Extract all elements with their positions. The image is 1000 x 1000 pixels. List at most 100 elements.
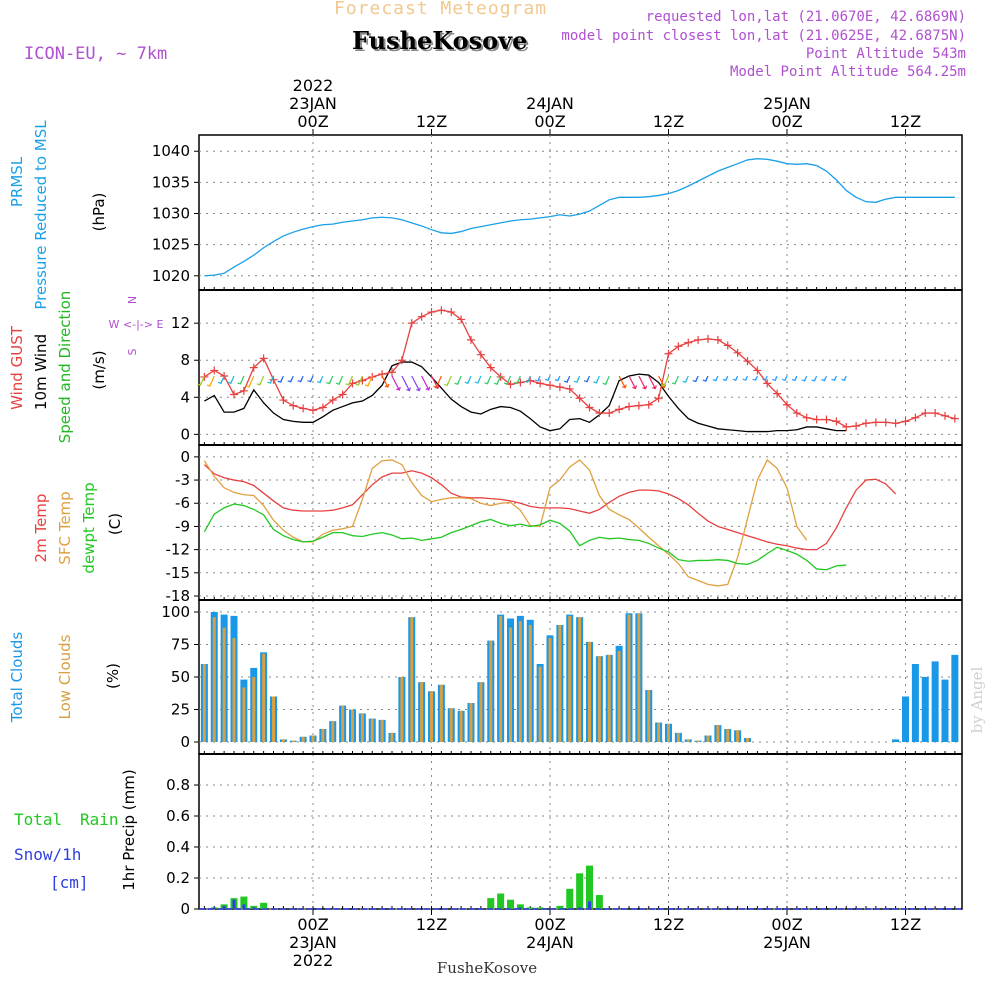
wind-gust-marker xyxy=(684,338,693,347)
wind-gust-marker xyxy=(565,384,574,393)
wind-direction-arrowhead xyxy=(554,377,560,382)
y-tick-label: 0.2 xyxy=(166,869,190,887)
low-cloud-bar xyxy=(578,617,582,742)
y-tick-label: 0.4 xyxy=(166,838,190,856)
low-cloud-bar xyxy=(212,617,216,742)
wind-gust-marker xyxy=(585,403,594,412)
wind-gust-marker xyxy=(901,417,910,426)
wind-gust-marker xyxy=(555,383,564,392)
wind-gust-marker xyxy=(881,418,890,427)
low-cloud-bar xyxy=(538,666,542,742)
wind-direction-arrowhead xyxy=(335,381,341,385)
snow-bar xyxy=(222,905,226,909)
wind-gust-marker xyxy=(921,409,930,418)
wind-direction-arrowhead xyxy=(256,381,262,386)
wind-direction-arrowhead xyxy=(831,377,837,382)
low-cloud-bar xyxy=(627,614,631,742)
low-cloud-bar xyxy=(459,710,463,742)
temp-2m-label: 2m Temp xyxy=(32,494,50,563)
top-time-label: 00Z xyxy=(771,112,802,131)
pressure-line xyxy=(204,158,955,277)
wind-gust-marker xyxy=(753,366,762,375)
wind-direction-arrowhead xyxy=(622,384,627,389)
wind-direction-arrowhead xyxy=(464,380,470,385)
wind-gust-marker xyxy=(239,386,248,395)
watermark: by Angel xyxy=(968,666,986,733)
wind-gust-marker xyxy=(802,413,811,422)
wind-direction-arrowhead xyxy=(513,380,519,385)
bottom-time-label: 00Z xyxy=(297,915,328,934)
low-cloud-bar xyxy=(232,638,236,742)
wind-direction-arrowhead xyxy=(632,385,638,390)
y-tick-label: -6 xyxy=(175,494,190,512)
low-cloud-bar xyxy=(736,730,740,742)
wind-gust-marker xyxy=(704,334,712,343)
low-cloud-bar xyxy=(489,640,493,742)
wind-direction-arrowhead xyxy=(217,380,223,385)
rain-bar xyxy=(586,865,593,909)
wind-gust-marker xyxy=(743,357,752,366)
station-title: FusheKosove xyxy=(352,26,528,55)
wind-gust-marker xyxy=(210,366,219,375)
low-cloud-bar xyxy=(568,615,572,742)
pressure-unit-label: (hPa) xyxy=(90,193,108,232)
wind-direction-arrowhead xyxy=(326,380,332,385)
y-tick-label: -3 xyxy=(175,471,190,489)
rain-bar xyxy=(240,896,248,909)
low-cloud-bar xyxy=(410,617,414,742)
low-cloud-bar xyxy=(676,732,680,742)
wind-direction-arrowhead xyxy=(484,380,489,385)
wind-direction-arrowhead xyxy=(503,380,509,385)
wind-direction-arrowhead xyxy=(345,381,351,386)
y-tick-label: 0 xyxy=(180,448,190,466)
low-cloud-bar xyxy=(647,690,651,742)
low-cloud-bar xyxy=(360,713,364,742)
wind-gust-marker xyxy=(763,379,772,388)
wind-direction-arrowhead xyxy=(444,382,449,387)
y-tick-label: 0.8 xyxy=(166,776,190,794)
wind-gust-marker xyxy=(931,409,940,418)
wind-gust-marker xyxy=(506,380,515,389)
wind-direction-arrowhead xyxy=(661,382,666,387)
wind-direction-arrowhead xyxy=(583,378,589,383)
clouds-unit-label: (%) xyxy=(104,663,122,689)
y-tick-label: -15 xyxy=(166,564,191,582)
y-tick-label: -12 xyxy=(166,541,191,559)
wind-gust-marker xyxy=(862,419,870,428)
low-cloud-bar xyxy=(479,682,483,742)
low-cloud-bar xyxy=(291,740,295,742)
wind-gust-marker xyxy=(842,422,851,431)
low-cloud-bar xyxy=(449,708,453,742)
low-cloud-bar xyxy=(706,735,710,742)
wind-gust-marker xyxy=(595,409,604,418)
wind-gust-marker xyxy=(289,401,298,410)
wind-direction-arrowhead xyxy=(772,377,777,382)
bottom-time-label: 00Z xyxy=(534,915,565,934)
total-cloud-bar xyxy=(941,679,949,742)
wind-gust-marker xyxy=(467,335,475,344)
low-cloud-bar xyxy=(548,638,552,742)
low-cloud-bar xyxy=(509,627,512,742)
rain-bar xyxy=(497,893,505,909)
low-cloud-bar xyxy=(400,677,404,742)
rain-bar xyxy=(507,899,514,909)
wind-gust-marker xyxy=(812,415,821,424)
wind-direction-arrowhead xyxy=(197,381,203,386)
wind-direction-arrow xyxy=(648,375,656,389)
wind-gust-marker xyxy=(605,409,614,418)
low-cloud-bar xyxy=(439,684,443,742)
wind-direction-arrowhead xyxy=(811,377,817,382)
low-cloud-bar xyxy=(726,729,730,742)
low-cloud-bar xyxy=(370,718,374,742)
top-time-label: 24JAN xyxy=(526,94,574,113)
rain-bar xyxy=(566,888,574,909)
wind-gust-marker xyxy=(625,402,633,411)
wind-direction-arrowhead xyxy=(722,377,728,382)
low-cloud-bar xyxy=(746,738,749,742)
bottom-time-label: 12Z xyxy=(890,915,921,934)
wind-gust-marker xyxy=(891,419,900,428)
snow-bar xyxy=(578,907,582,909)
wind-direction-arrowhead xyxy=(524,379,530,384)
wind-direction-arrowhead xyxy=(732,377,738,382)
wind-direction-arrowhead xyxy=(602,381,608,386)
